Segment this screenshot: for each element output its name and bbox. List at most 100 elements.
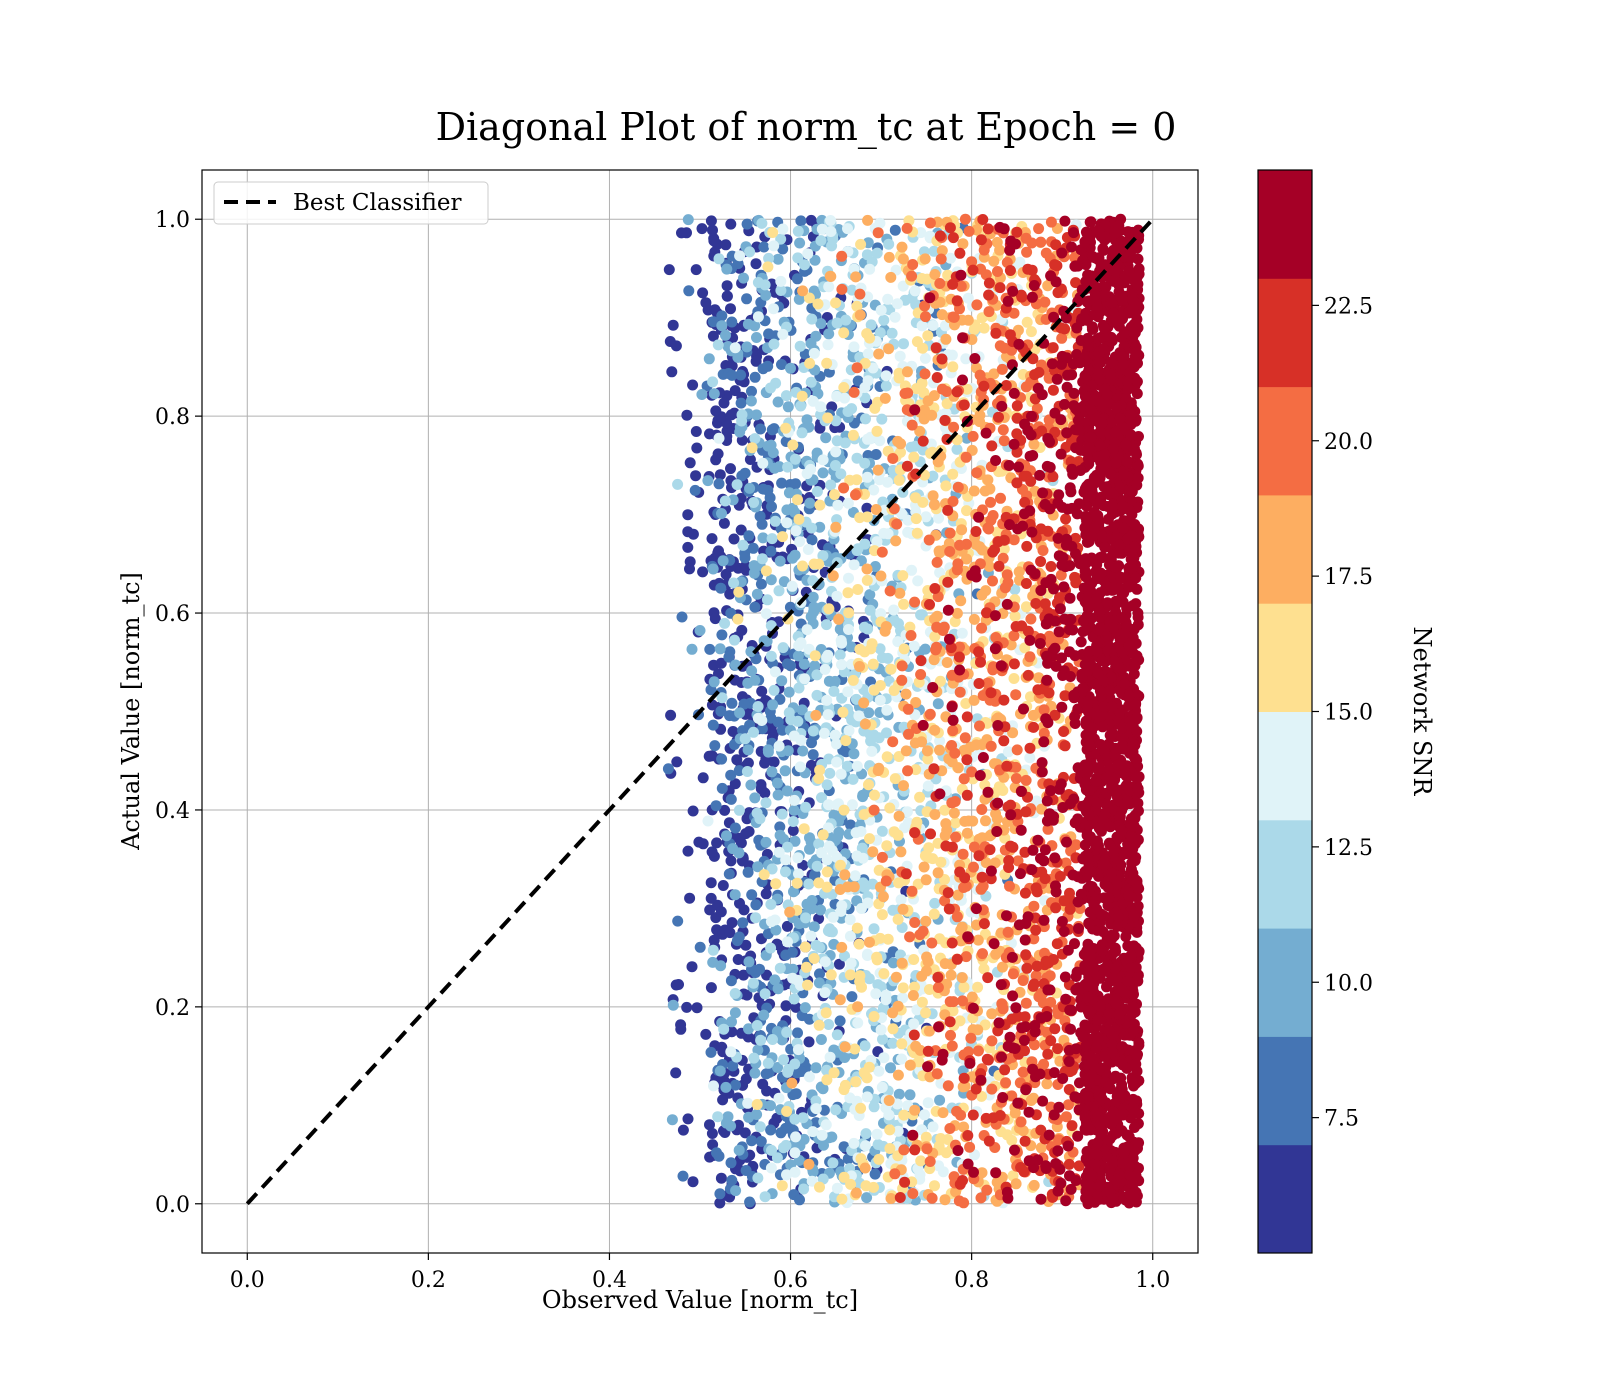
scatter-point [944,222,956,234]
scatter-point [842,686,854,698]
scatter-point [794,237,806,249]
scatter-point [749,433,761,445]
scatter-point [811,860,823,872]
scatter-point [694,941,706,953]
scatter-point [738,272,749,284]
scatter-point [983,277,995,289]
scatter-point [766,501,777,513]
scatter-point [1005,840,1016,852]
scatter-point [867,658,879,670]
scatter-point [798,658,810,670]
scatter-point [760,797,772,809]
scatter-point [794,761,806,773]
scatter-point [921,965,932,977]
scatter-point [774,962,786,974]
scatter-point [916,377,928,389]
scatter-point [924,292,936,304]
scatter-point [937,1107,949,1119]
scatter-point [776,675,788,687]
scatter-point [855,1102,867,1114]
scatter-point [942,1080,954,1092]
scatter-point [975,234,987,246]
scatter-point [1013,566,1025,578]
scatter-point [997,961,1008,973]
scatter-point [860,1128,872,1140]
scatter-point [928,908,940,920]
scatter-point [982,1054,994,1066]
scatter-point [1015,1116,1027,1128]
scatter-point [825,969,837,981]
scatter-point [864,604,876,616]
scatter-point [958,1072,970,1084]
scatter-point [951,295,963,307]
scatter-point [1058,581,1070,593]
scatter-point [751,1020,763,1031]
scatter-point [759,1191,771,1203]
scatter-point [987,546,999,558]
scatter-point [825,226,837,237]
scatter-point [935,856,947,868]
scatter-point [939,830,951,842]
scatter-point [943,903,955,915]
scatter-point [792,1044,804,1056]
scatter-point [909,1144,921,1156]
scatter-point [916,996,928,1008]
scatter-point [708,1080,719,1092]
scatter-point [951,386,963,398]
scatter-point [856,842,868,854]
scatter-point [1059,740,1071,752]
scatter-point [879,625,891,637]
scatter-point [805,930,817,942]
scatter-point [794,1194,805,1206]
scatter-point [872,464,884,476]
scatter-point [985,740,997,752]
scatter-point [821,357,833,369]
scatter-point [768,303,779,315]
scatter-point [705,877,717,889]
scatter-point [842,406,854,417]
scatter-point [1026,264,1038,276]
scatter-point [881,751,893,763]
scatter-point [705,1046,717,1058]
scatter-point [814,1181,825,1193]
scatter-point [768,240,780,252]
scatter-point [878,314,890,326]
scatter-point [868,1101,880,1113]
scatter-point [748,560,760,572]
scatter-point [896,1053,907,1065]
scatter-point [714,1188,726,1200]
scatter-point [805,463,817,475]
scatter-point [864,263,876,275]
scatter-point [776,477,788,489]
scatter-point [917,719,929,731]
scatter-point [788,794,800,806]
scatter-point [686,961,698,973]
scatter-point [853,710,865,722]
scatter-point [972,934,984,946]
scatter-point [732,613,744,625]
scatter-point [896,674,908,686]
scatter-point [848,748,860,760]
scatter-point [938,621,950,633]
scatter-point [795,637,807,649]
scatter-point [800,961,812,973]
scatter-point [767,699,779,711]
scatter-point [830,297,842,309]
scatter-point [760,888,772,900]
scatter-point [874,327,886,339]
scatter-point [733,586,745,598]
scatter-point [670,1067,682,1079]
scatter-point [825,215,836,226]
scatter-point [956,972,968,984]
scatter-point [666,366,678,378]
scatter-point [831,756,843,768]
scatter-point [802,248,814,260]
scatter-point [835,468,847,480]
scatter-point [894,1192,906,1203]
scatter-point [911,336,923,348]
scatter-point [1020,949,1032,961]
scatter-point [798,823,810,835]
scatter-point [1051,373,1063,385]
scatter-point [898,1144,910,1156]
